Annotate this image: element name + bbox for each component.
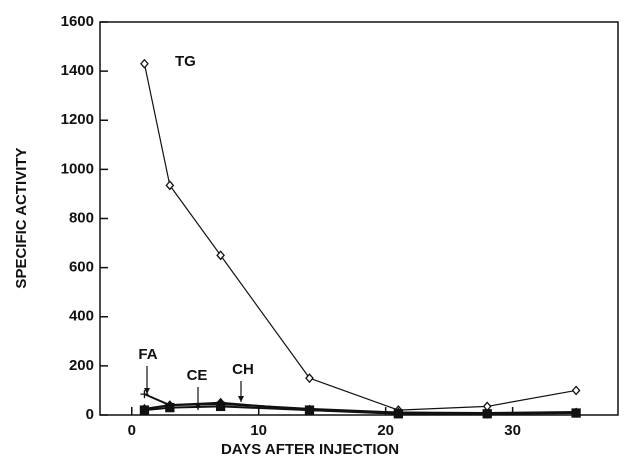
x-tick-label: 0 <box>128 422 136 439</box>
plot-frame <box>99 21 619 416</box>
y-axis-label: SPECIFIC ACTIVITY <box>13 147 30 288</box>
arrow-head <box>238 396 244 402</box>
y-tick-label: 1200 <box>61 111 94 128</box>
series-label: FA <box>138 346 157 363</box>
marker <box>165 180 175 191</box>
marker <box>139 405 150 415</box>
marker <box>216 250 225 261</box>
marker <box>140 58 149 69</box>
x-tick-label: 10 <box>250 422 267 439</box>
marker <box>305 373 314 384</box>
marker <box>571 408 581 418</box>
marker <box>393 409 404 419</box>
x-tick-label: 20 <box>377 422 394 439</box>
marker <box>165 402 175 413</box>
y-tick-label: 400 <box>69 308 94 325</box>
series-label: CH <box>232 361 254 378</box>
series-label: TG <box>175 53 196 70</box>
x-tick-label: 30 <box>504 422 521 439</box>
marker <box>304 405 315 415</box>
marker <box>482 409 492 419</box>
series-label: CE <box>187 367 208 384</box>
y-tick-label: 200 <box>69 357 94 374</box>
arrow-head <box>144 388 150 394</box>
marker <box>215 401 226 412</box>
arrow-head <box>195 404 201 410</box>
y-tick-label: 1400 <box>61 62 94 79</box>
marker <box>571 385 581 396</box>
series-line <box>143 63 577 411</box>
y-tick-label: 1600 <box>61 13 94 30</box>
y-tick-label: 800 <box>69 209 94 226</box>
y-tick-label: 1000 <box>61 160 94 177</box>
y-tick-label: 600 <box>69 259 94 276</box>
marker <box>140 390 149 399</box>
x-axis-label: DAYS AFTER INJECTION <box>221 441 399 458</box>
y-tick-label: 0 <box>86 406 94 423</box>
